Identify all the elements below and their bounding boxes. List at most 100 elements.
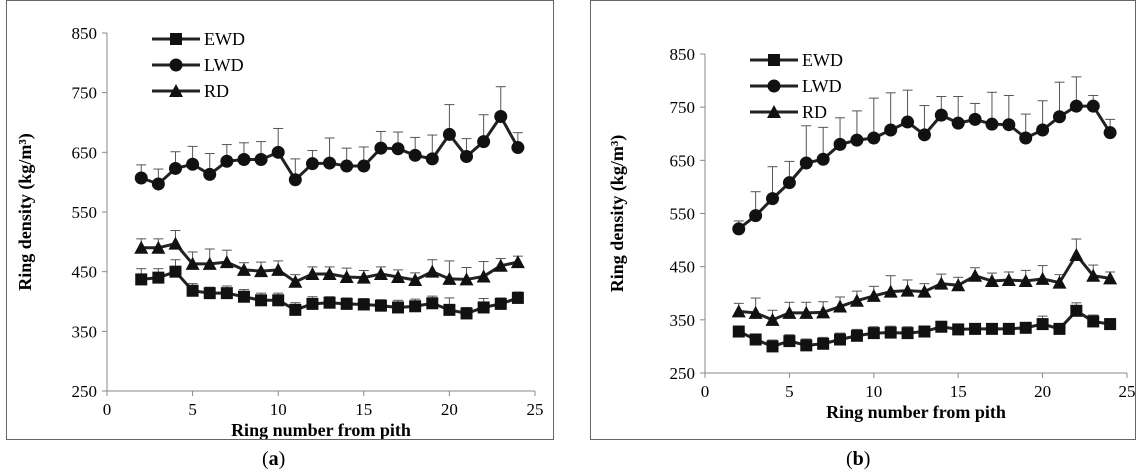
chart-a-point-rd bbox=[288, 274, 303, 288]
chart-b-y-axis-label: Ring density (kg/m³) bbox=[607, 135, 628, 292]
chart-b-point-lwd bbox=[901, 115, 915, 129]
chart-b-point-lwd bbox=[850, 133, 864, 147]
chart-a-point-ewd bbox=[392, 301, 405, 314]
chart-a-point-rd bbox=[219, 255, 234, 269]
chart-a-legend-marker-ewd bbox=[170, 33, 182, 45]
chart-a-y-tick-label: 750 bbox=[72, 84, 98, 103]
chart-a-legend-label-ewd: EWD bbox=[204, 29, 245, 49]
chart-b-point-ewd bbox=[867, 327, 880, 340]
chart-b-point-lwd bbox=[732, 222, 746, 236]
chart-a-point-lwd bbox=[391, 142, 405, 156]
chart-b-series-ewd bbox=[732, 302, 1117, 353]
chart-b-y-tick-label: 250 bbox=[670, 364, 696, 383]
chart-b-x-tick-label: 25 bbox=[1119, 382, 1136, 401]
chart-b-point-rd bbox=[883, 284, 898, 298]
chart-b-point-lwd bbox=[816, 152, 830, 166]
chart-a-point-rd bbox=[442, 271, 457, 285]
chart-b-point-lwd bbox=[1002, 118, 1016, 132]
chart-b-point-ewd bbox=[1036, 318, 1049, 331]
chart-b-point-rd bbox=[731, 304, 746, 318]
chart-b-series-rd bbox=[731, 238, 1118, 326]
chart-a-x-axis-label: Ring number from pith bbox=[231, 420, 411, 439]
chart-a-y-axis-label: Ring density (kg/m³) bbox=[15, 133, 36, 290]
chart-b-point-ewd bbox=[952, 323, 965, 336]
caption-a: (a) bbox=[262, 448, 286, 470]
chart-b-point-ewd bbox=[1070, 304, 1083, 317]
chart-a-point-lwd bbox=[511, 141, 525, 155]
chart-b-y-tick-label: 650 bbox=[670, 151, 696, 170]
chart-b-point-rd bbox=[900, 283, 915, 297]
chart-a-point-ewd bbox=[477, 301, 490, 314]
chart-a-point-ewd bbox=[511, 291, 524, 304]
chart-b-point-ewd bbox=[749, 333, 762, 346]
chart-b-point-rd bbox=[849, 293, 864, 307]
chart-b-point-rd bbox=[1035, 271, 1050, 285]
chart-b-point-lwd bbox=[867, 131, 881, 145]
chart-b-point-rd bbox=[765, 312, 780, 326]
chart-svg-a: 250 350 450 550 650 750 850 0 5 10 15 20 25 Ring numb… bbox=[15, 24, 544, 439]
chart-a-point-ewd bbox=[426, 297, 439, 310]
chart-b-point-ewd bbox=[884, 326, 897, 339]
chart-a-point-lwd bbox=[357, 159, 371, 173]
chart-a-point-lwd bbox=[340, 159, 354, 173]
caption-a-letter: a bbox=[268, 448, 279, 470]
chart-b-point-lwd bbox=[766, 192, 780, 206]
chart-a-legend-label-lwd: LWD bbox=[204, 55, 244, 75]
chart-a-point-rd bbox=[151, 240, 166, 254]
chart-b-legend-marker-rd bbox=[767, 105, 781, 118]
chart-b-point-lwd bbox=[749, 209, 763, 223]
chart-a-x-tick-label: 5 bbox=[188, 400, 197, 419]
chart-b-point-lwd bbox=[1086, 99, 1100, 113]
chart-b-point-lwd bbox=[951, 116, 965, 130]
chart-a-y-tick-label: 350 bbox=[72, 322, 98, 341]
chart-a-x-tick-label: 20 bbox=[441, 400, 458, 419]
chart-a-series-ewd bbox=[135, 259, 524, 320]
chart-b-point-lwd bbox=[968, 112, 982, 126]
chart-a-point-ewd bbox=[494, 297, 507, 310]
chart-a-point-rd bbox=[202, 256, 217, 270]
chart-a-point-lwd bbox=[220, 154, 234, 168]
chart-a-point-lwd bbox=[254, 152, 268, 166]
chart-a-point-ewd bbox=[169, 265, 182, 278]
chart-b-point-lwd bbox=[782, 176, 796, 190]
chart-b-point-lwd bbox=[917, 128, 931, 142]
chart-b-point-ewd bbox=[1019, 321, 1032, 334]
chart-b-legend-label-ewd: EWD bbox=[802, 50, 843, 70]
chart-b-point-lwd bbox=[833, 137, 847, 151]
chart-a-point-rd bbox=[168, 236, 183, 250]
chart-b-point-lwd bbox=[1019, 131, 1033, 145]
chart-b-point-rd bbox=[917, 284, 932, 298]
chart-b-point-ewd bbox=[1002, 322, 1015, 335]
chart-b-point-rd bbox=[1018, 274, 1033, 288]
chart-b-point-ewd bbox=[969, 322, 982, 335]
chart-a-x-tick-label: 25 bbox=[527, 400, 544, 419]
chart-b-point-lwd bbox=[985, 117, 999, 131]
chart-b-point-rd bbox=[866, 288, 881, 302]
chart-b-point-rd bbox=[984, 274, 999, 288]
chart-b-point-lwd bbox=[934, 108, 948, 122]
chart-b-x-tick-label: 10 bbox=[865, 382, 882, 401]
chart-b-point-rd bbox=[1103, 271, 1118, 285]
chart-b-point-lwd bbox=[1103, 126, 1117, 140]
chart-a-y-tick-label: 550 bbox=[72, 203, 98, 222]
chart-a-point-ewd bbox=[186, 284, 199, 297]
chart-a-point-rd bbox=[339, 270, 354, 284]
chart-b-y-tick-label: 350 bbox=[670, 311, 696, 330]
chart-b-point-rd bbox=[1052, 275, 1067, 289]
chart-a-point-rd bbox=[493, 258, 508, 272]
chart-a-point-rd bbox=[185, 256, 200, 270]
caption-b-letter: b bbox=[852, 448, 864, 470]
chart-a-point-ewd bbox=[152, 271, 165, 284]
chart-a-point-rd bbox=[322, 267, 337, 281]
chart-b-point-ewd bbox=[935, 320, 948, 333]
chart-b-point-lwd bbox=[884, 123, 898, 137]
chart-b-point-rd bbox=[748, 305, 763, 319]
chart-b-point-ewd bbox=[817, 337, 830, 350]
chart-b-point-rd bbox=[816, 305, 831, 319]
chart-b-point-rd bbox=[799, 305, 814, 319]
chart-a-legend-marker-rd bbox=[169, 84, 183, 97]
chart-b-legend-marker-ewd bbox=[768, 54, 780, 66]
chart-a-point-lwd bbox=[408, 148, 422, 162]
chart-a-point-lwd bbox=[477, 135, 491, 149]
chart-b-point-rd bbox=[1069, 247, 1084, 261]
